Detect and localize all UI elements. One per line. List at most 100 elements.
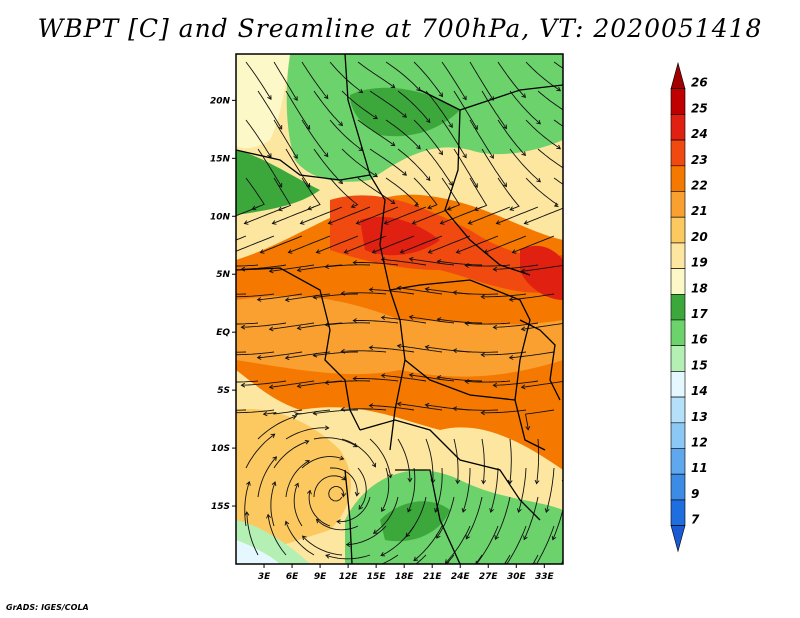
streamline-arrow	[483, 587, 487, 591]
streamline-arrow	[390, 199, 396, 205]
colorbar-label: 18	[691, 281, 708, 295]
streamline	[357, 467, 367, 510]
streamline	[566, 91, 602, 118]
streamline-arrow	[534, 479, 540, 485]
streamline	[353, 320, 399, 324]
streamline	[316, 235, 359, 254]
streamline-arrow	[436, 317, 442, 323]
streamline	[236, 380, 259, 383]
streamline-arrow	[293, 96, 298, 102]
streamline	[369, 405, 415, 411]
colorbar-segment	[670, 473, 686, 501]
streamline-arrow	[489, 154, 494, 159]
border-line	[359, 419, 541, 521]
streamline	[409, 374, 455, 382]
streamline-arrow	[513, 588, 517, 592]
streamline-arrow	[358, 505, 363, 510]
streamline-arrow	[396, 401, 402, 407]
lat-axis: 20N 15N 10N 5N EQ 5S 10S 15S	[210, 96, 236, 512]
streamline	[341, 438, 376, 467]
lon-label: 27E	[479, 572, 499, 582]
streamline-arrow	[352, 318, 358, 323]
streamline	[337, 496, 371, 523]
streamline-arrow	[352, 376, 358, 381]
streamline	[325, 322, 371, 326]
streamline	[356, 206, 399, 225]
colorbar-segment	[670, 345, 686, 372]
field-zone-15-sw	[236, 540, 280, 564]
colorbar-label: 25	[691, 101, 708, 115]
streamline	[481, 351, 527, 356]
streamline	[521, 322, 563, 330]
streamline	[369, 148, 407, 176]
streamline	[407, 467, 416, 512]
streamline-arrow	[407, 477, 413, 483]
streamline	[245, 177, 265, 210]
colorbar-label: 19	[691, 256, 708, 270]
streamline-arrow	[556, 144, 562, 150]
streamline-arrow	[277, 183, 283, 188]
streamline-arrow	[408, 314, 414, 320]
streamline	[481, 438, 485, 484]
streamline-arrow	[480, 352, 486, 358]
streamline	[328, 486, 345, 502]
lon-label: 15E	[367, 572, 387, 582]
streamline	[532, 554, 539, 564]
streamline	[236, 409, 275, 414]
streamline	[441, 119, 467, 158]
streamline	[441, 61, 467, 100]
streamline-arrow	[390, 141, 396, 147]
streamline	[503, 554, 511, 564]
streamline	[269, 322, 315, 330]
streamline	[273, 440, 309, 469]
lon-label: 33E	[535, 572, 555, 582]
lon-label: 30E	[507, 572, 527, 582]
streamline	[425, 90, 453, 128]
streamline	[236, 322, 259, 325]
streamline	[381, 467, 390, 512]
streamline-arrow	[301, 535, 307, 541]
colorbar: 26 25 24 23 22 21 20 19 18 17 16 15 14 13 12 11 9 7	[670, 61, 708, 553]
streamline-arrow	[201, 349, 205, 353]
streamline-arrow	[323, 152, 329, 158]
streamline-arrow	[520, 326, 526, 332]
streamline-arrow	[327, 220, 333, 225]
streamline-arrow	[408, 256, 414, 262]
streamline-arrow	[323, 94, 329, 100]
border-line	[344, 469, 353, 564]
streamline-arrow	[312, 352, 318, 358]
streamline-arrow	[373, 172, 378, 178]
streamline-arrow	[438, 150, 444, 156]
streamline	[481, 90, 507, 129]
streamline	[481, 409, 527, 414]
streamline-arrow	[444, 559, 450, 564]
streamline	[445, 554, 455, 564]
streamline	[525, 177, 559, 207]
lat-label: 5N	[216, 270, 230, 280]
streamline	[468, 206, 511, 225]
streamline	[453, 438, 459, 484]
lat-label: 5S	[217, 386, 230, 396]
streamline	[293, 483, 303, 527]
streamline-arrow	[427, 204, 432, 210]
colorbar-label: 21	[691, 204, 708, 218]
streamline	[244, 481, 250, 527]
streamline-arrow	[350, 203, 356, 209]
streamline	[236, 206, 259, 217]
streamline-arrow	[336, 519, 341, 525]
streamline-arrow	[523, 220, 529, 225]
streamline	[385, 177, 419, 207]
streamline-arrow	[338, 179, 344, 185]
streamline-arrow	[448, 181, 453, 187]
border-line	[389, 279, 546, 451]
streamline	[469, 119, 494, 159]
streamline-arrow	[312, 294, 318, 300]
streamline	[288, 235, 331, 254]
field-zone-17-west	[236, 150, 320, 215]
streamline-arrow	[425, 176, 431, 182]
streamline-arrow	[495, 220, 501, 225]
streamline	[413, 61, 443, 97]
streamline-arrow	[452, 406, 458, 412]
colorbar-label: 24	[691, 127, 708, 141]
streamline	[496, 206, 539, 225]
